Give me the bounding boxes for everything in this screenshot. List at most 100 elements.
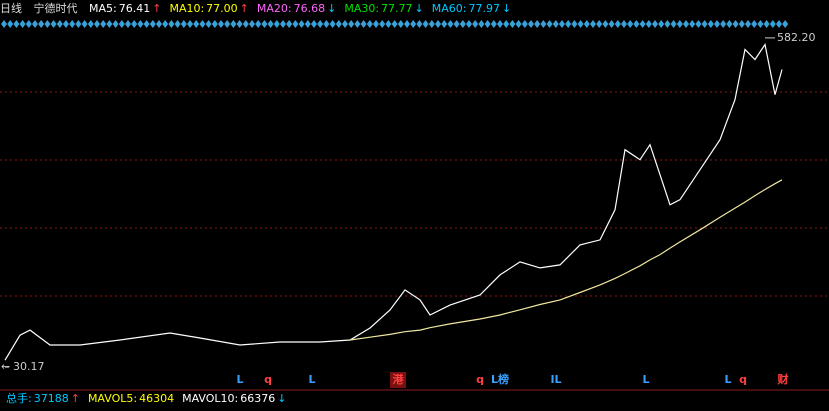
signal-diamond [32,20,38,28]
signal-diamond [695,20,702,28]
indicator-label: MA60: [431,2,467,15]
signal-diamond [552,20,559,28]
signal-diamond [546,20,553,28]
signal-diamond [180,20,187,28]
signal-row [1,20,789,28]
signal-diamond [56,20,63,28]
signal-diamond [267,20,274,28]
signal-diamond [410,20,417,28]
signal-diamond [658,20,665,28]
signal-diamond [621,20,627,28]
event-marker[interactable]: L [724,373,731,386]
signal-diamond [385,20,392,28]
signal-diamond [19,20,26,28]
indicator-arrow: ↓ [327,2,337,15]
event-marker[interactable]: q [264,373,272,386]
event-marker[interactable]: IL [550,373,561,386]
indicator-arrow: ↑ [152,2,162,15]
indicator-label: 总手: [6,392,32,405]
event-marker[interactable]: L [308,373,315,386]
signal-diamond [397,20,404,28]
signal-diamond [249,20,255,28]
signal-diamond [366,20,373,28]
event-marker[interactable]: 财 [777,372,789,386]
signal-diamond [373,20,379,28]
signal-diamond [571,20,578,28]
signal-diamond [577,20,584,28]
signal-diamond [559,20,565,28]
indicator-label: MAVOL5: [87,392,138,405]
signal-diamond [751,20,758,28]
event-marker[interactable]: 港 [393,372,405,386]
signal-diamond [521,20,528,28]
signal-diamond [354,20,361,28]
indicator-value: 77.00 [206,2,238,15]
period[interactable]: 日线 [0,2,22,15]
signal-diamond [590,20,596,28]
signal-diamond [627,20,634,28]
signal-diamond [614,20,621,28]
event-marker[interactable]: L [642,373,649,386]
signal-diamond [664,20,671,28]
signal-diamond [515,20,522,28]
signal-diamond [776,20,782,28]
signal-diamond [131,20,138,28]
footer: 总手: 37188 ↑ MAVOL5: 46304 MAVOL10: 66376 ↓ [0,390,288,408]
indicator-value: 46304 [139,392,175,405]
signal-diamond [633,20,640,28]
event-marker[interactable]: L榜 [491,372,509,386]
signal-diamond [125,20,131,28]
marker-bg [390,372,406,388]
signal-diamond [211,20,218,28]
indicator-arrow: ↑ [239,2,249,15]
signal-diamond [44,20,51,28]
signal-diamond [701,20,708,28]
indicator-arrow: ↓ [277,392,287,405]
indicator-label: MA10: [169,2,205,15]
signal-diamond [726,20,733,28]
annotation-arrow: ← [1,360,10,373]
signal-diamond [162,20,169,28]
signal-diamond [596,20,603,28]
indicator-value: 77.97 [468,2,500,15]
signal-diamond [261,20,268,28]
signal-diamond [137,20,144,28]
event-marker[interactable]: q [476,373,484,386]
event-marker[interactable]: q [739,373,747,386]
indicator-label: MA30: [344,2,380,15]
signal-diamond [645,20,652,28]
signal-diamond [224,20,231,28]
signal-diamond [757,20,764,28]
signal-diamond [75,20,82,28]
signal-diamond [404,20,410,28]
event-marker[interactable]: L [236,373,243,386]
signal-diamond [707,20,714,28]
indicator-arrow: ↑ [70,392,80,405]
signal-diamond [422,20,429,28]
signal-diamond [292,20,299,28]
grid [0,91,829,297]
signal-diamond [13,20,20,28]
signal-diamond [118,20,125,28]
signal-diamond [466,20,472,28]
signal-diamond [683,20,689,28]
signal-diamond [472,20,479,28]
signal-diamond [435,20,441,28]
signal-diamond [38,20,45,28]
indicator-value: 76.41 [118,2,151,15]
signal-diamond [484,20,491,28]
signal-diamond [156,20,162,28]
signal-diamond [379,20,386,28]
stock-name: 宁德时代 [33,2,78,15]
indicator-arrow: ↓ [414,2,424,15]
signal-diamond [7,20,14,28]
signal-diamond [230,20,237,28]
signal-diamond [69,20,76,28]
signal-diamond [317,20,324,28]
signal-diamond [236,20,243,28]
signal-diamond [565,20,572,28]
signal-diamond [478,20,485,28]
signal-diamond [329,20,336,28]
signal-diamond [391,20,398,28]
